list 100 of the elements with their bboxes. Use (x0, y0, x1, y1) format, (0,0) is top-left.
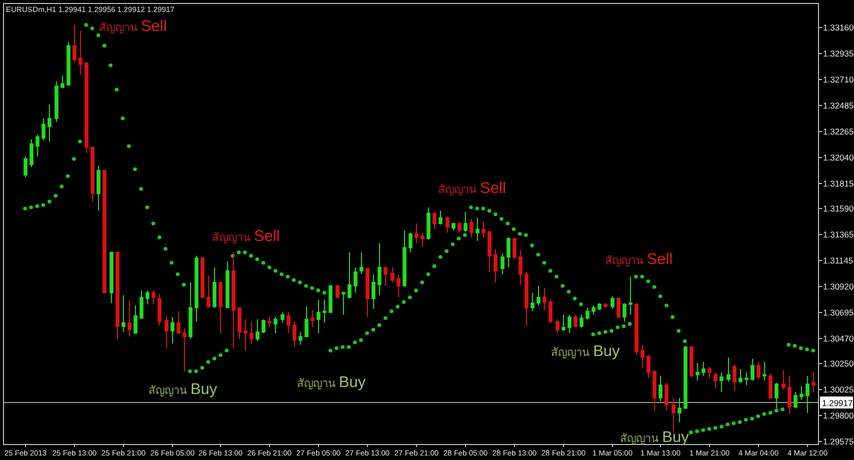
candlestick (316, 299, 320, 334)
candlestick (164, 315, 168, 349)
candlestick (580, 314, 584, 328)
candlestick (756, 362, 760, 380)
y-tick-label: 1.32710 (823, 74, 854, 85)
y-tick-label: 1.30695 (823, 308, 854, 318)
candlestick (372, 274, 376, 310)
candlestick (328, 284, 332, 313)
candlestick (188, 282, 192, 340)
candlestick (262, 318, 266, 334)
candlestick (54, 81, 58, 122)
candlestick (158, 293, 162, 326)
candlestick (72, 24, 76, 62)
candlestick (762, 362, 766, 382)
candlestick (170, 316, 174, 344)
y-tick-label: 1.31590 (823, 204, 854, 214)
candlestick (342, 291, 346, 316)
annotation: สัญญาน Buy (148, 381, 218, 398)
annotation: สัญญาน Sell (438, 180, 506, 197)
candlestick (542, 288, 546, 311)
candlestick (726, 356, 730, 382)
annotation: สัญญาน Sell (604, 251, 673, 268)
candlestick (396, 274, 400, 298)
candlestick (390, 266, 394, 283)
candlestick (182, 328, 186, 372)
candlestick (408, 232, 412, 253)
candlestick (806, 375, 810, 414)
candlestick (206, 274, 210, 308)
y-tick-label: 1.32485 (823, 100, 854, 111)
candlestick (476, 217, 480, 242)
candlestick (116, 252, 120, 340)
candlestick (146, 290, 150, 305)
candlestick (426, 206, 430, 240)
candlestick (244, 318, 248, 351)
candlestick (556, 318, 560, 334)
candlestick (438, 210, 442, 226)
candlestick (768, 373, 772, 398)
candlestick (420, 232, 424, 248)
candlestick (702, 362, 706, 376)
candlestick (658, 375, 662, 402)
candlestick (226, 261, 230, 308)
candlestick (500, 253, 504, 275)
annotation: สัญญาน Sell (98, 18, 167, 35)
candlestick (664, 382, 668, 412)
candlestick (360, 252, 364, 275)
candlestick (812, 372, 816, 393)
candlestick (452, 223, 456, 231)
candlestick (310, 310, 314, 328)
candlestick (140, 290, 144, 319)
candlestick (384, 266, 388, 286)
y-tick-label: 1.31365 (823, 230, 854, 240)
y-tick-label: 1.30920 (823, 282, 854, 292)
candlestick (414, 223, 418, 244)
candlestick (568, 314, 572, 334)
candlestick (622, 302, 626, 322)
candlestick (610, 296, 614, 310)
candlestick (42, 118, 46, 141)
candlestick (194, 255, 198, 322)
candlestick (304, 306, 308, 338)
candlestick (512, 236, 516, 260)
candlestick (774, 382, 778, 409)
candlestick (684, 345, 688, 409)
candlestick (110, 252, 114, 304)
candlestick (78, 30, 82, 76)
candlestick (750, 358, 754, 382)
candlestick (494, 248, 498, 283)
candlestick (714, 372, 718, 390)
y-tick-label: 1.33160 (823, 22, 854, 33)
candlestick (640, 344, 644, 368)
candlestick (616, 296, 620, 319)
candlestick (336, 284, 340, 298)
candlestick (348, 252, 352, 300)
annotation: สัญญาน Buy (620, 429, 690, 446)
candlestick (690, 345, 694, 378)
candlestick (24, 156, 28, 178)
candlestick (586, 307, 590, 320)
candlestick (66, 42, 70, 86)
y-tick-label: 1.30470 (823, 334, 854, 344)
candlestick (482, 220, 486, 238)
candlestick (732, 364, 736, 392)
candlestick (402, 230, 406, 286)
candlestick (708, 366, 712, 379)
annotation: สัญญาน Buy (296, 374, 366, 391)
candlestick (60, 75, 64, 89)
candlestick (524, 271, 528, 327)
candlestick (464, 211, 468, 232)
candlestick (592, 304, 596, 316)
candlestick (788, 375, 792, 414)
candlestick (652, 370, 656, 412)
y-tick-label: 1.32265 (823, 126, 854, 137)
y-tick-label: 1.32935 (823, 48, 854, 59)
candlestick (292, 321, 296, 348)
candlestick (488, 231, 492, 272)
candlestick (646, 354, 650, 379)
candlestick (432, 212, 436, 230)
y-tick-label: 1.31815 (823, 178, 854, 189)
candlestick (506, 236, 510, 268)
candlestick (696, 362, 700, 382)
y-tick-label: 1.30025 (823, 384, 854, 395)
candlestick (458, 222, 462, 234)
